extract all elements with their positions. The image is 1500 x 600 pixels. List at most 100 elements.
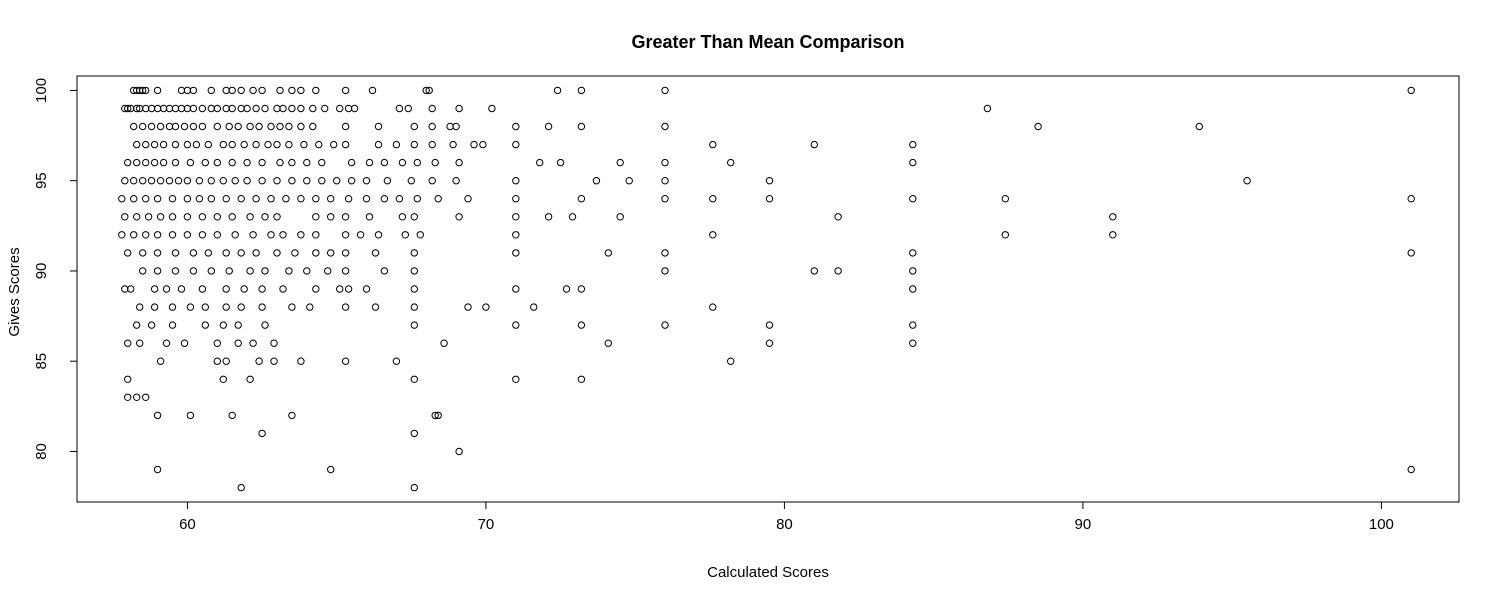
data-point	[288, 104, 296, 113]
data-point	[341, 86, 350, 95]
data-point	[288, 411, 296, 420]
data-point	[139, 122, 147, 131]
data-point	[765, 177, 774, 185]
data-point	[392, 140, 401, 149]
data-point	[577, 321, 586, 329]
data-point	[556, 158, 565, 167]
data-point	[291, 249, 299, 257]
data-point	[258, 158, 266, 167]
data-point	[192, 140, 201, 149]
data-point	[222, 303, 230, 311]
data-point	[139, 177, 147, 185]
data-point	[156, 177, 165, 185]
data-point	[177, 86, 186, 95]
data-point	[246, 375, 254, 383]
data-point	[434, 195, 442, 203]
data-point	[133, 104, 141, 113]
data-point	[207, 267, 216, 275]
data-point	[168, 231, 177, 239]
data-point	[374, 140, 383, 149]
data-point	[312, 285, 320, 293]
data-point	[246, 267, 254, 275]
data-point	[577, 122, 586, 131]
data-point	[909, 321, 917, 329]
data-point	[285, 267, 293, 275]
data-point	[727, 158, 735, 167]
data-point	[577, 375, 586, 383]
data-point	[309, 104, 317, 113]
data-point	[285, 122, 293, 131]
data-point	[341, 140, 350, 149]
data-point	[344, 195, 353, 203]
data-point	[452, 122, 460, 131]
data-point	[201, 158, 210, 167]
data-point	[395, 104, 404, 113]
data-point	[222, 195, 230, 203]
data-point	[512, 321, 520, 329]
data-point	[279, 231, 287, 239]
data-point	[183, 195, 192, 203]
data-point	[261, 321, 269, 329]
data-point	[661, 122, 669, 131]
data-point	[276, 86, 284, 95]
data-point	[464, 303, 472, 311]
data-point	[1109, 231, 1117, 239]
data-point	[240, 140, 248, 149]
data-point	[198, 213, 207, 221]
data-point	[303, 267, 311, 275]
data-point	[312, 213, 320, 221]
data-point	[207, 195, 216, 203]
data-point	[219, 177, 228, 185]
data-point	[198, 285, 207, 293]
data-point	[130, 231, 138, 239]
data-point	[312, 86, 320, 95]
data-point	[255, 122, 263, 131]
data-point	[834, 267, 842, 275]
data-point	[661, 321, 669, 329]
data-point	[909, 267, 917, 275]
data-point	[428, 122, 436, 131]
data-point	[237, 86, 245, 95]
data-point	[213, 122, 222, 131]
data-point	[512, 249, 520, 257]
data-point	[371, 249, 380, 257]
data-point	[410, 285, 418, 293]
data-point	[455, 104, 463, 113]
data-point	[142, 231, 150, 239]
plot-frame	[76, 75, 1460, 503]
data-point	[252, 195, 260, 203]
data-point	[252, 249, 260, 257]
data-point	[380, 195, 389, 203]
data-point	[288, 177, 296, 185]
data-point	[530, 303, 538, 311]
data-point	[297, 231, 305, 239]
data-point	[142, 140, 150, 149]
data-point	[249, 231, 257, 239]
data-point	[577, 195, 586, 203]
data-point	[446, 122, 454, 131]
data-point	[189, 104, 198, 113]
x-tick-label: 70	[478, 516, 495, 533]
data-point	[577, 86, 586, 95]
data-point	[297, 86, 305, 95]
data-point	[350, 104, 359, 113]
data-point	[243, 158, 251, 167]
data-point	[428, 104, 436, 113]
data-point	[213, 339, 222, 347]
data-point	[410, 122, 418, 131]
data-point	[398, 158, 407, 167]
data-point	[124, 158, 132, 167]
data-point	[1034, 122, 1042, 131]
data-point	[341, 213, 350, 221]
data-point	[213, 158, 222, 167]
data-point	[288, 303, 296, 311]
data-point	[139, 86, 147, 95]
data-point	[765, 321, 774, 329]
data-point	[231, 231, 239, 239]
data-point	[180, 122, 189, 131]
data-point	[341, 231, 350, 239]
x-tick-label: 80	[776, 516, 793, 533]
data-point	[228, 411, 236, 420]
data-point	[249, 86, 257, 95]
data-point	[118, 195, 126, 203]
